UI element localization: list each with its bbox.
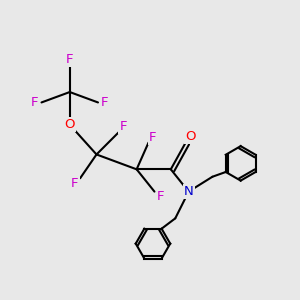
Text: F: F — [157, 190, 164, 203]
Text: F: F — [149, 131, 157, 144]
Text: F: F — [71, 177, 79, 190]
Text: F: F — [101, 96, 108, 109]
Text: F: F — [119, 120, 127, 133]
Text: O: O — [64, 118, 75, 131]
Text: F: F — [31, 96, 39, 109]
Text: O: O — [185, 130, 195, 143]
Text: N: N — [184, 185, 194, 198]
Text: F: F — [66, 53, 74, 66]
